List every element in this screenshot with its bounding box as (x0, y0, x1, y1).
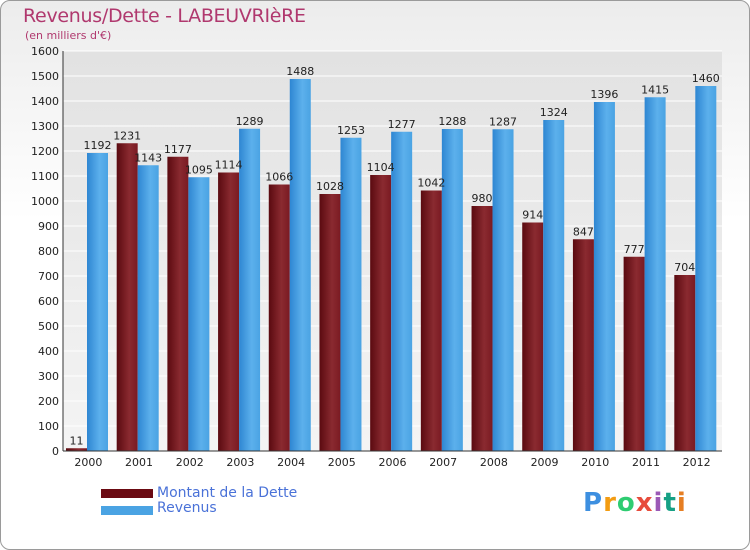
value-label: 11 (70, 434, 84, 447)
y-tick-label: 1600 (31, 45, 59, 58)
bar-revenus (87, 153, 108, 451)
value-label: 1095 (185, 163, 213, 176)
y-tick-label: 700 (38, 270, 59, 283)
y-tick-label: 1400 (31, 95, 59, 108)
legend-label-revenus: Revenus (157, 500, 217, 516)
y-tick-label: 200 (38, 395, 59, 408)
value-label: 1066 (265, 171, 293, 184)
value-label: 1114 (215, 159, 243, 172)
bar-dette (572, 239, 594, 451)
bar-dette (522, 222, 544, 451)
bar-dette (218, 172, 240, 451)
x-tick-label: 2008 (480, 456, 508, 469)
bar-dette (471, 206, 493, 451)
x-tick-label: 2004 (277, 456, 305, 469)
bar-revenus (340, 137, 362, 451)
bar-revenus (188, 177, 210, 451)
value-label: 847 (573, 225, 594, 238)
value-label: 1460 (692, 72, 720, 85)
value-label: 914 (522, 209, 543, 222)
bar-revenus (644, 97, 666, 451)
x-tick-label: 2003 (226, 456, 254, 469)
y-tick-label: 1000 (31, 195, 59, 208)
x-axis: 2000 2001 2002 2003 2004 2005 2006 2007 2008 2009… (63, 450, 722, 469)
legend-swatch-dette (101, 489, 153, 498)
bar-revenus (593, 102, 615, 451)
value-label: 1324 (540, 106, 568, 119)
bar-dette (66, 448, 87, 451)
bar-revenus (492, 129, 514, 451)
y-tick-label: 1500 (31, 70, 59, 83)
value-label: 1177 (164, 143, 192, 156)
value-label: 704 (674, 261, 695, 274)
y-tick-label: 400 (38, 345, 59, 358)
x-tick-label: 2009 (531, 456, 559, 469)
value-label: 1488 (286, 65, 314, 78)
bar-dette (623, 256, 645, 451)
bar-revenus (695, 86, 717, 451)
chart-subtitle: (en milliers d'€) (25, 29, 112, 42)
y-tick-label: 300 (38, 370, 59, 383)
y-tick-label: 0 (52, 445, 59, 458)
y-tick-label: 800 (38, 245, 59, 258)
x-tick-label: 2000 (74, 456, 102, 469)
value-label: 1288 (438, 115, 466, 128)
y-tick-label: 500 (38, 320, 59, 333)
y-tick-label: 900 (38, 220, 59, 233)
value-label: 1253 (337, 124, 365, 137)
y-tick-label: 1100 (31, 170, 59, 183)
bar-dette (370, 175, 392, 451)
x-tick-label: 2006 (379, 456, 407, 469)
y-axis: 0 100 200 300 400 500 600 700 800 900 1000 1100 1200… (31, 45, 64, 458)
bar-dette (167, 156, 189, 451)
y-tick-label: 1200 (31, 145, 59, 158)
bar-revenus (441, 129, 463, 451)
x-tick-label: 2007 (429, 456, 457, 469)
chart-title: Revenus/Dette - LABEUVRIèRE (23, 5, 306, 27)
x-tick-label: 2001 (125, 456, 153, 469)
x-tick-label: 2010 (581, 456, 609, 469)
bar-dette (268, 184, 290, 451)
value-label: 1028 (316, 180, 344, 193)
y-tick-label: 600 (38, 295, 59, 308)
x-tick-label: 2002 (176, 456, 204, 469)
legend-swatch-revenus (101, 506, 153, 515)
bar-revenus (239, 128, 261, 451)
value-label: 1104 (367, 161, 395, 174)
value-label: 980 (472, 192, 493, 205)
value-label: 777 (624, 243, 645, 256)
bar-revenus (137, 165, 159, 451)
x-tick-label: 2012 (683, 456, 711, 469)
bar-dette (319, 194, 341, 451)
value-label: 1143 (134, 151, 162, 164)
bar-revenus (391, 131, 413, 451)
x-tick-label: 2005 (328, 456, 356, 469)
value-label: 1289 (236, 115, 264, 128)
y-tick-label: 1300 (31, 120, 59, 133)
bar-revenus (289, 79, 311, 451)
bar-dette (420, 190, 442, 451)
value-label: 1415 (641, 83, 669, 96)
bars (66, 79, 717, 451)
value-label: 1287 (489, 115, 517, 128)
value-label: 1192 (84, 139, 112, 152)
value-label: 1396 (590, 88, 618, 101)
bar-dette (116, 143, 138, 451)
y-tick-label: 100 (38, 420, 59, 433)
bar-revenus (543, 120, 565, 451)
proxiti-logo: Proxiti (583, 488, 687, 518)
value-label: 1231 (113, 129, 141, 142)
x-tick-label: 2011 (632, 456, 660, 469)
legend-label-dette: Montant de la Dette (157, 485, 298, 501)
value-label: 1042 (417, 177, 445, 190)
bar-dette (674, 275, 696, 451)
value-label: 1277 (388, 118, 416, 131)
